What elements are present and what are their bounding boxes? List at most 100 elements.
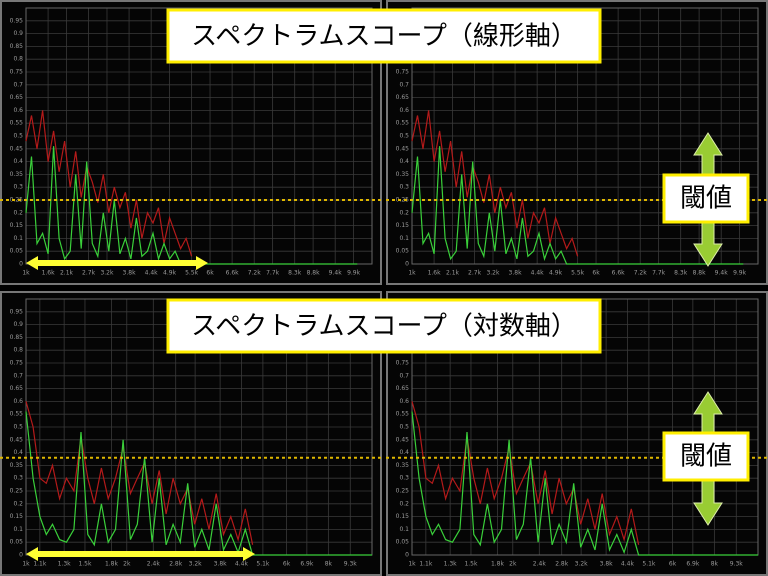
- y-tick-label: 0.5: [13, 424, 23, 431]
- label-box: [662, 431, 750, 482]
- y-tick-label: 0.05: [10, 539, 24, 546]
- y-tick-label: 0.05: [10, 248, 24, 255]
- x-tick-label: 2.7k: [82, 270, 96, 277]
- label-box: [662, 173, 750, 224]
- y-tick-label: 0.9: [13, 30, 23, 37]
- x-tick-label: 5.5k: [185, 270, 199, 277]
- x-tick-label: 1.1k: [419, 561, 433, 568]
- x-tick-label: 1.6k: [42, 270, 56, 277]
- y-tick-label: 0.8: [13, 56, 23, 63]
- y-tick-label: 0.3: [13, 184, 23, 191]
- y-tick-label: 0.45: [396, 145, 410, 152]
- x-tick-label: 6.6k: [612, 270, 626, 277]
- y-tick-label: 0.15: [10, 513, 24, 520]
- y-tick-label: 0.65: [396, 385, 410, 392]
- y-tick-label: 0.35: [396, 462, 410, 469]
- y-tick-label: 0.75: [396, 69, 410, 76]
- y-tick-label: 0.45: [10, 145, 24, 152]
- x-tick-label: 1.5k: [78, 561, 92, 568]
- y-tick-label: 0.9: [13, 321, 23, 328]
- y-tick-label: 0.15: [10, 222, 24, 229]
- y-tick-label: 0: [19, 552, 23, 559]
- spectrum-line: [25, 146, 358, 265]
- x-tick-label: 3.2k: [486, 270, 500, 277]
- x-tick-label: 2.8k: [169, 561, 183, 568]
- x-tick-label: 1k: [408, 561, 416, 568]
- x-tick-label: 6.6k: [226, 270, 240, 277]
- y-tick-label: 0.05: [396, 248, 410, 255]
- x-tick-label: 5.1k: [256, 561, 270, 568]
- x-tick-label: 7.7k: [652, 270, 666, 277]
- y-tick-label: 0.35: [10, 462, 24, 469]
- y-tick-label: 0.75: [10, 69, 24, 76]
- y-tick-label: 0.4: [13, 449, 23, 456]
- y-tick-label: 0: [405, 552, 409, 559]
- x-tick-label: 3.8k: [123, 270, 137, 277]
- x-tick-label: 6k: [669, 561, 677, 568]
- spectrum-line: [411, 146, 744, 265]
- y-tick-label: 0.15: [396, 222, 410, 229]
- y-tick-label: 0: [19, 261, 23, 268]
- y-tick-label: 0.65: [10, 385, 24, 392]
- y-tick-label: 0.55: [10, 411, 24, 418]
- x-tick-label: 7.7k: [266, 270, 280, 277]
- x-tick-label: 9.4k: [715, 270, 729, 277]
- y-tick-label: 0.25: [10, 488, 24, 495]
- y-tick-label: 0.7: [13, 81, 23, 88]
- x-tick-label: 4.4k: [145, 270, 159, 277]
- x-tick-label: 4.4k: [235, 561, 249, 568]
- y-tick-label: 0.95: [10, 17, 24, 24]
- y-tick-label: 0.4: [399, 158, 409, 165]
- x-tick-label: 8.8k: [307, 270, 321, 277]
- y-tick-label: 0.7: [399, 372, 409, 379]
- y-tick-label: 0.2: [399, 209, 409, 216]
- x-tick-label: 7.2k: [248, 270, 262, 277]
- y-tick-label: 0.55: [10, 120, 24, 127]
- x-tick-label: 6k: [206, 270, 214, 277]
- y-tick-label: 0.45: [396, 436, 410, 443]
- title-box: [166, 8, 602, 64]
- x-tick-label: 6.9k: [686, 561, 700, 568]
- x-tick-label: 2.4k: [147, 561, 161, 568]
- y-tick-label: 0: [405, 261, 409, 268]
- y-tick-label: 0.6: [399, 398, 409, 405]
- y-tick-label: 0.25: [396, 488, 410, 495]
- y-tick-label: 0.5: [399, 424, 409, 431]
- y-tick-label: 0.1: [399, 526, 409, 533]
- x-tick-label: 5.1k: [642, 561, 656, 568]
- y-tick-label: 0.05: [396, 539, 410, 546]
- y-tick-label: 0.7: [13, 372, 23, 379]
- x-tick-label: 3.8k: [509, 270, 523, 277]
- spectrum-line: [25, 411, 372, 556]
- y-tick-label: 0.1: [399, 235, 409, 242]
- y-tick-label: 0.7: [399, 81, 409, 88]
- y-tick-label: 0.85: [10, 43, 24, 50]
- x-tick-label: 2.4k: [533, 561, 547, 568]
- y-tick-label: 0.15: [396, 513, 410, 520]
- range-arrow: [26, 256, 208, 270]
- x-tick-label: 3.8k: [600, 561, 614, 568]
- y-tick-label: 0.5: [13, 133, 23, 140]
- x-tick-label: 4.4k: [531, 270, 545, 277]
- x-tick-label: 8k: [711, 561, 719, 568]
- x-tick-label: 4.4k: [621, 561, 635, 568]
- x-tick-label: 1.3k: [58, 561, 72, 568]
- y-tick-label: 0.2: [13, 500, 23, 507]
- x-tick-label: 1.8k: [491, 561, 505, 568]
- x-tick-label: 1k: [22, 270, 30, 277]
- x-tick-label: 9.9k: [733, 270, 747, 277]
- x-tick-label: 5.5k: [571, 270, 585, 277]
- x-tick-label: 1.6k: [428, 270, 442, 277]
- y-tick-label: 0.25: [10, 197, 24, 204]
- overlay: スペクトラムスコープ（線形軸） スペクトラムスコープ（対数軸） 閾値 閾値: [26, 8, 750, 561]
- y-tick-label: 0.85: [10, 334, 24, 341]
- x-tick-label: 9.3k: [344, 561, 358, 568]
- y-tick-label: 0.35: [396, 171, 410, 178]
- y-tick-label: 0.55: [396, 411, 410, 418]
- range-arrow: [26, 547, 255, 561]
- y-tick-label: 0.6: [399, 107, 409, 114]
- y-tick-label: 0.6: [13, 398, 23, 405]
- x-tick-label: 1.3k: [444, 561, 458, 568]
- x-tick-label: 6k: [283, 561, 291, 568]
